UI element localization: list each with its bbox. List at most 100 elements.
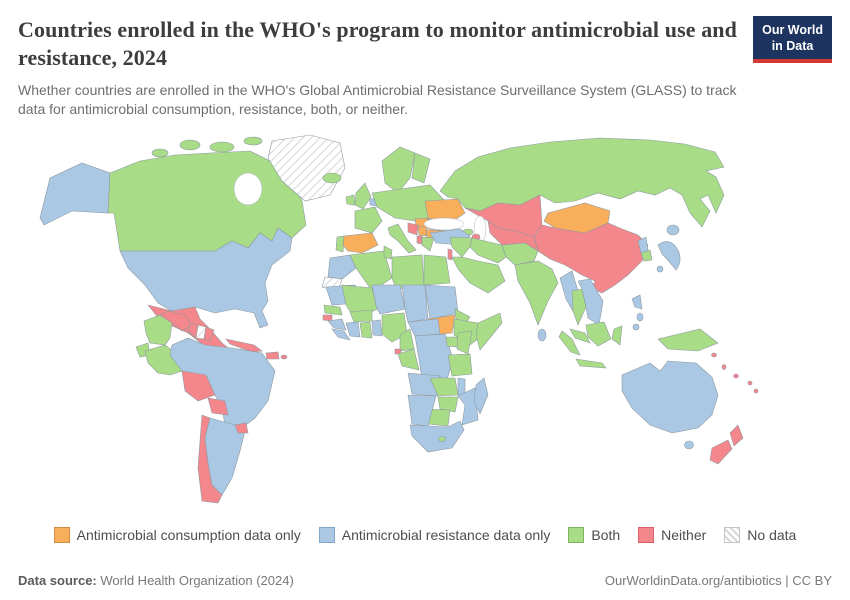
country-gabon-congo[interactable] bbox=[397, 348, 420, 371]
country-france[interactable] bbox=[354, 206, 383, 234]
country-ukraine[interactable] bbox=[424, 198, 466, 224]
country-australia[interactable] bbox=[621, 360, 719, 434]
country-serbia[interactable] bbox=[417, 225, 428, 237]
country-thailand[interactable] bbox=[571, 288, 587, 326]
country-portugal[interactable] bbox=[335, 235, 345, 253]
country-central-african-republic[interactable] bbox=[407, 318, 441, 337]
country-indonesia[interactable] bbox=[558, 330, 581, 356]
country-india[interactable] bbox=[514, 260, 559, 326]
legend-label: Both bbox=[591, 527, 621, 543]
country-chad[interactable] bbox=[401, 284, 429, 323]
country-arctic-island[interactable] bbox=[179, 139, 201, 151]
header: Countries enrolled in the WHO's program … bbox=[0, 0, 850, 71]
legend-item-resistance[interactable]: Antimicrobial resistance data only bbox=[318, 527, 551, 543]
country-zimbabwe[interactable] bbox=[437, 396, 459, 413]
country-new-zealand[interactable] bbox=[729, 424, 744, 447]
country-greenland[interactable] bbox=[267, 134, 346, 202]
country-togo-benin[interactable] bbox=[371, 319, 383, 337]
country-somalia[interactable] bbox=[475, 312, 503, 351]
country-new-guinea[interactable] bbox=[657, 328, 719, 352]
country-iceland[interactable] bbox=[322, 172, 342, 184]
country-puerto-rico[interactable] bbox=[280, 354, 288, 360]
country-italy[interactable] bbox=[387, 223, 417, 254]
country-sudan[interactable] bbox=[424, 284, 459, 320]
country-greece[interactable] bbox=[421, 236, 435, 252]
country-laos-vietnam-cambodia[interactable] bbox=[577, 278, 604, 326]
country-japan[interactable] bbox=[666, 224, 680, 236]
legend-item-nodata[interactable]: No data bbox=[724, 527, 796, 543]
country-albania[interactable] bbox=[416, 235, 423, 245]
country-finland[interactable] bbox=[411, 152, 431, 184]
country-china[interactable] bbox=[533, 222, 649, 294]
country-arctic-island[interactable] bbox=[209, 141, 235, 153]
country-guinea-bissau[interactable] bbox=[322, 314, 333, 322]
country-malaysia[interactable] bbox=[569, 328, 591, 344]
footer-attribution[interactable]: OurWorldinData.org/antibiotics | CC BY bbox=[604, 573, 832, 588]
country-croatia-bosnia[interactable] bbox=[407, 222, 419, 236]
country-uganda[interactable] bbox=[445, 336, 459, 348]
country-iraq-syria[interactable] bbox=[449, 236, 473, 258]
country-paraguay[interactable] bbox=[207, 397, 229, 416]
country-burkina-faso[interactable] bbox=[349, 309, 373, 323]
country-south-korea[interactable] bbox=[640, 249, 653, 262]
country-tanzania[interactable] bbox=[447, 353, 473, 377]
country-bolivia[interactable] bbox=[181, 370, 216, 402]
country-tasmania[interactable] bbox=[684, 440, 694, 450]
country-samoa[interactable] bbox=[747, 380, 753, 386]
country-tunisia[interactable] bbox=[383, 245, 393, 260]
country-lesotho[interactable] bbox=[438, 436, 446, 442]
legend-item-both[interactable]: Both bbox=[568, 527, 620, 543]
country-arctic-island[interactable] bbox=[243, 136, 263, 146]
country-vanuatu[interactable] bbox=[721, 364, 727, 370]
country-uk[interactable] bbox=[354, 182, 372, 210]
country-japan[interactable] bbox=[656, 265, 664, 273]
country-scandinavia[interactable] bbox=[381, 146, 416, 194]
country-senegal[interactable] bbox=[323, 304, 343, 316]
country-kenya[interactable] bbox=[456, 330, 473, 355]
country-philippines[interactable] bbox=[636, 312, 644, 322]
country-sierra-leone-liberia[interactable] bbox=[331, 328, 351, 341]
country-egypt[interactable] bbox=[423, 254, 451, 286]
country-south-africa[interactable] bbox=[409, 420, 465, 453]
country-niger[interactable] bbox=[371, 284, 406, 315]
country-mozambique[interactable] bbox=[457, 387, 479, 426]
country-madagascar[interactable] bbox=[473, 377, 489, 415]
country-french-guiana[interactable] bbox=[203, 326, 215, 342]
hudson-bay bbox=[233, 172, 263, 206]
country-philippines[interactable] bbox=[631, 294, 643, 310]
legend-item-neither[interactable]: Neither bbox=[638, 527, 706, 543]
country-spain[interactable] bbox=[342, 232, 379, 254]
country-hispaniola[interactable] bbox=[265, 351, 280, 360]
legend-swatch-neither bbox=[638, 527, 655, 543]
country-alaska[interactable] bbox=[39, 162, 111, 226]
owid-logo[interactable]: Our World in Data bbox=[753, 16, 832, 64]
country-morocco[interactable] bbox=[327, 254, 357, 280]
legend-label: Antimicrobial resistance data only bbox=[341, 527, 551, 543]
country-cote-divoire[interactable] bbox=[345, 321, 361, 338]
country-solomon-islands[interactable] bbox=[711, 352, 717, 358]
country-sri-lanka[interactable] bbox=[537, 328, 547, 342]
country-indonesia[interactable] bbox=[575, 358, 607, 369]
country-philippines[interactable] bbox=[632, 323, 640, 331]
legend-item-consumption[interactable]: Antimicrobial consumption data only bbox=[53, 527, 301, 543]
country-algeria[interactable] bbox=[349, 250, 393, 292]
country-guinea[interactable] bbox=[327, 318, 347, 331]
logo-line2: in Data bbox=[771, 38, 814, 53]
country-new-zealand[interactable] bbox=[709, 439, 733, 465]
country-japan[interactable] bbox=[657, 241, 681, 271]
country-israel[interactable] bbox=[447, 248, 453, 261]
country-indonesia[interactable] bbox=[611, 325, 623, 346]
country-saudi-peninsula[interactable] bbox=[451, 256, 506, 294]
country-fiji[interactable] bbox=[733, 373, 739, 379]
country-ghana[interactable] bbox=[359, 321, 373, 339]
country-tonga[interactable] bbox=[753, 388, 759, 394]
country-arctic-island[interactable] bbox=[151, 148, 169, 158]
country-cuba[interactable] bbox=[225, 338, 263, 353]
country-libya[interactable] bbox=[391, 254, 425, 290]
country-ireland[interactable] bbox=[345, 194, 356, 206]
country-afghanistan-pakistan[interactable] bbox=[501, 242, 539, 266]
country-usa[interactable] bbox=[119, 227, 293, 329]
country-indonesia[interactable] bbox=[585, 321, 612, 347]
country-uruguay[interactable] bbox=[234, 422, 249, 434]
